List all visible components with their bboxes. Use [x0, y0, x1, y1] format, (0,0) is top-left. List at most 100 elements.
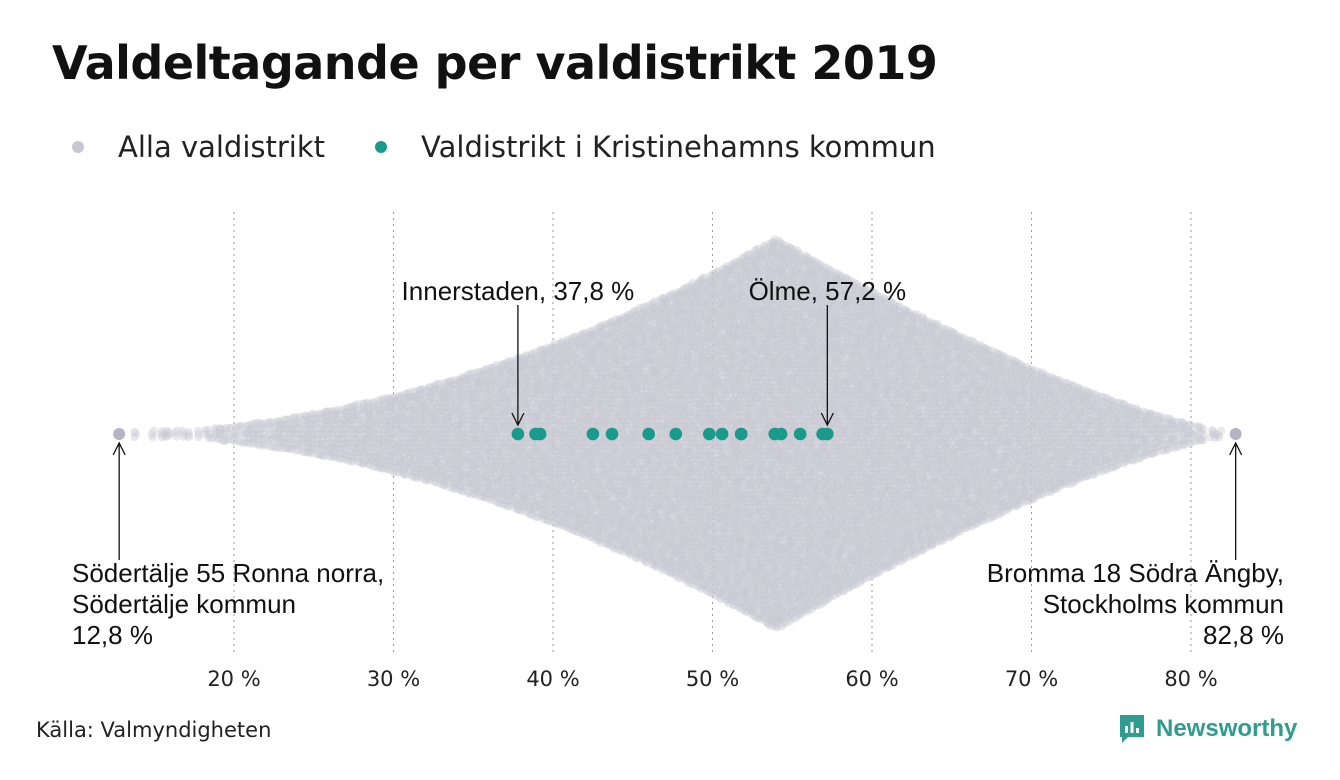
swarm-point [157, 432, 167, 442]
swarm-point [287, 429, 296, 438]
swarm-point [307, 415, 316, 424]
swarm-point [173, 426, 182, 435]
swarm-point [300, 434, 309, 444]
swarm-point [335, 425, 344, 434]
swarm-point [332, 415, 341, 425]
swarm-point [323, 446, 333, 456]
swarm-point [302, 447, 312, 456]
swarm-point [172, 432, 181, 441]
swarm-point [295, 418, 305, 428]
swarm-point [307, 444, 316, 453]
swarm-point [327, 439, 337, 448]
swarm-point [318, 430, 328, 439]
swarm-point [297, 421, 307, 430]
swarm-point [309, 424, 318, 434]
swarm-point [321, 414, 330, 423]
swarm-point [213, 434, 222, 443]
swarm-point [215, 424, 225, 433]
swarm-point [316, 414, 325, 423]
swarm-point [330, 452, 339, 461]
swarm-point [307, 410, 316, 420]
swarm-point [311, 419, 321, 428]
swarm-point [231, 423, 241, 432]
swarm-point [329, 415, 339, 425]
swarm-point [208, 434, 217, 443]
swarm-point [333, 424, 343, 433]
swarm-point [294, 424, 304, 434]
swarm-point [326, 429, 336, 438]
swarm-point [326, 443, 335, 452]
swarm-point [268, 435, 277, 444]
swarm-point [329, 429, 338, 438]
swarm-point [308, 439, 317, 448]
swarm-point [278, 420, 287, 430]
swarm-point [249, 435, 258, 444]
swarm-point [309, 433, 318, 443]
swarm-point [328, 434, 337, 443]
swarm-point [280, 415, 289, 424]
swarm-point [270, 424, 279, 433]
swarm-point [292, 446, 301, 456]
legend: Alla valdistrikt Valdistrikt i Kristineh… [72, 130, 986, 164]
swarm-point [252, 435, 261, 444]
swarm-point [272, 429, 281, 438]
swarm-point [331, 410, 340, 419]
swarm-point [310, 415, 320, 425]
swarm-point [334, 430, 343, 439]
swarm-point [184, 427, 193, 437]
swarm-point [285, 438, 294, 448]
swarm-point [285, 444, 294, 453]
swarm-point [210, 430, 220, 439]
swarm-point [277, 437, 286, 447]
swarm-point [147, 430, 156, 439]
swarm-point [321, 416, 330, 425]
swarm-point [263, 424, 272, 433]
swarm-point [246, 425, 255, 434]
swarm-point [328, 416, 337, 425]
swarm-point [326, 407, 336, 416]
swarm-point [280, 439, 290, 448]
swarm-point [317, 428, 327, 438]
swarm-point [257, 434, 267, 443]
swarm-point [161, 432, 170, 441]
swarm-point [319, 434, 328, 443]
swarm-point [323, 412, 333, 422]
swarm-point [300, 447, 309, 457]
swarm-point [243, 426, 252, 435]
swarm-point [269, 442, 278, 452]
swarm-point [254, 439, 264, 449]
swarm-point [309, 420, 318, 429]
swarm-point [317, 425, 327, 434]
swarm-point [316, 410, 325, 419]
swarm-point [194, 426, 203, 436]
swarm-point [232, 429, 241, 438]
swarm-point [280, 444, 289, 453]
swarm-point [308, 448, 317, 458]
swarm-point [313, 450, 322, 459]
swarm-point [268, 430, 277, 440]
swarm-point [274, 421, 284, 430]
swarm-point [130, 432, 139, 442]
swarm-point [323, 407, 332, 416]
swarm-point [328, 443, 338, 453]
swarm-point [229, 435, 238, 445]
swarm-point [294, 429, 303, 439]
swarm-point [178, 426, 188, 436]
swarm-point [295, 423, 304, 432]
swarm-point [231, 430, 240, 440]
swarm-point [157, 426, 167, 436]
swarm-point [300, 411, 310, 420]
swarm-point [301, 412, 311, 421]
swarm-point [222, 423, 231, 433]
swarm-point [323, 434, 332, 443]
swarm-point [307, 424, 316, 433]
swarm-point [275, 417, 285, 426]
swarm-point [303, 412, 312, 421]
swarm-point [225, 423, 235, 433]
swarm-point [321, 412, 331, 421]
swarm-point [201, 429, 210, 438]
legend-item-highlight: Valdistrikt i Kristinehamns kommun [375, 130, 936, 164]
swarm-point [284, 424, 293, 433]
swarm-point [275, 442, 284, 451]
swarm-point [336, 450, 345, 459]
